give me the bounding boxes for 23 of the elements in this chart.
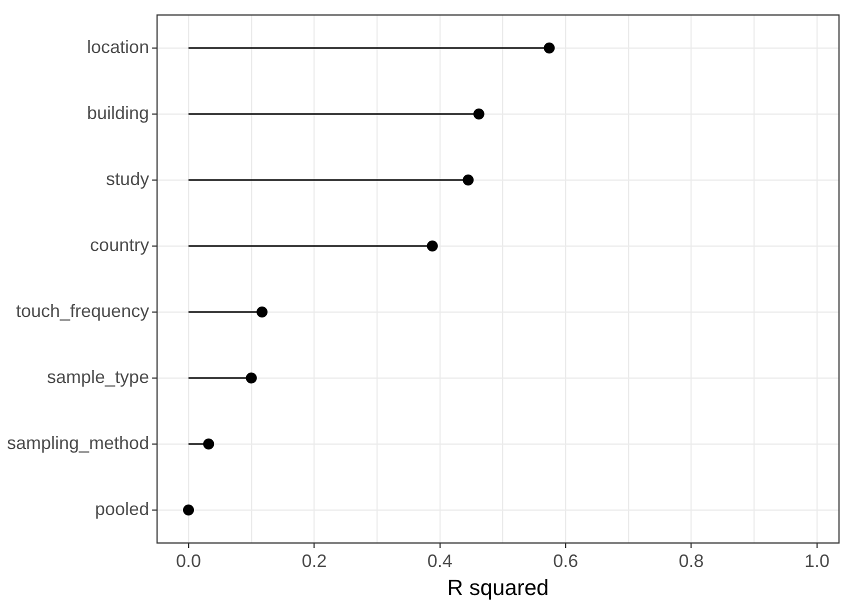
point <box>473 108 484 120</box>
y-tick-label: building <box>87 102 150 123</box>
y-tick-label: country <box>90 234 150 255</box>
y-tick-label: touch_frequency <box>16 300 150 321</box>
y-tick-label: pooled <box>95 498 150 519</box>
x-axis-title: R squared <box>447 574 549 600</box>
point <box>203 438 214 450</box>
x-tick-label: 1.0 <box>804 550 830 571</box>
point <box>426 240 438 252</box>
x-tick-label: 0.0 <box>176 550 202 571</box>
x-tick-label: 0.4 <box>427 550 452 571</box>
y-tick-label: sample_type <box>47 366 150 387</box>
point <box>183 504 194 516</box>
point <box>544 42 555 54</box>
point <box>246 372 257 384</box>
point <box>462 174 474 186</box>
y-tick-label: location <box>87 36 150 57</box>
point <box>256 306 268 318</box>
x-tick-label: 0.8 <box>678 550 704 571</box>
y-tick-label: study <box>106 168 150 189</box>
x-tick-label: 0.6 <box>553 550 578 571</box>
x-tick-label: 0.2 <box>302 550 327 571</box>
y-tick-label: sampling_method <box>6 432 150 453</box>
